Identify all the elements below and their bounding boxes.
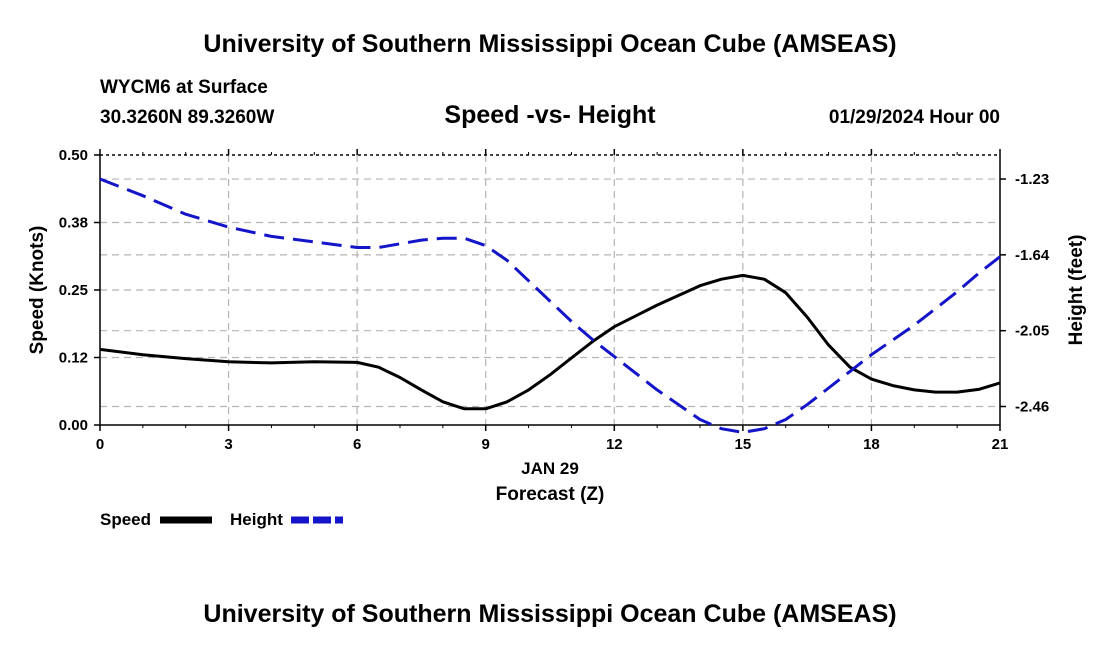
y2-tick-label: -2.05 bbox=[1015, 323, 1049, 340]
y-tick-label: 0.12 bbox=[59, 350, 88, 367]
x-tick-label: 15 bbox=[735, 436, 752, 453]
datetime-label: 01/29/2024 Hour 00 bbox=[828, 107, 1000, 128]
height-series-line bbox=[99, 177, 1001, 434]
y-tick-label: 0.25 bbox=[59, 282, 88, 299]
y2-tick-label: -1.23 bbox=[1015, 171, 1049, 188]
x-date-label: JAN 29 bbox=[521, 459, 579, 478]
coordinates-label: 30.3260N 89.3260W bbox=[100, 107, 275, 128]
x-axis-title: Forecast (Z) bbox=[496, 484, 605, 505]
x-tick-label: 21 bbox=[992, 436, 1009, 453]
y2-tick-label: -2.46 bbox=[1015, 399, 1049, 416]
x-tick-label: 3 bbox=[224, 436, 232, 453]
speed-series-line bbox=[99, 273, 1001, 411]
y-axis-title: Speed (Knots) bbox=[27, 226, 48, 355]
station-label: WYCM6 at Surface bbox=[100, 77, 268, 98]
x-tick-label: 18 bbox=[863, 436, 880, 453]
legend-label-speed: Speed bbox=[100, 510, 151, 529]
x-tick-label: 0 bbox=[96, 436, 104, 453]
legend-label-height: Height bbox=[230, 510, 283, 529]
y2-axis-title: Height (feet) bbox=[1066, 235, 1087, 346]
x-tick-label: 12 bbox=[606, 436, 623, 453]
x-tick-label: 9 bbox=[482, 436, 490, 453]
chart-subtitle: Speed -vs- Height bbox=[444, 101, 656, 129]
y-tick-label: 0.50 bbox=[59, 147, 88, 164]
y-tick-label: 0.00 bbox=[59, 417, 88, 434]
x-tick-label: 6 bbox=[353, 436, 361, 453]
y-tick-label: 0.38 bbox=[59, 215, 88, 232]
chart-title: University of Southern Mississippi Ocean… bbox=[203, 30, 897, 58]
footer-title: University of Southern Mississippi Ocean… bbox=[203, 600, 897, 628]
y2-tick-label: -1.64 bbox=[1015, 247, 1050, 264]
